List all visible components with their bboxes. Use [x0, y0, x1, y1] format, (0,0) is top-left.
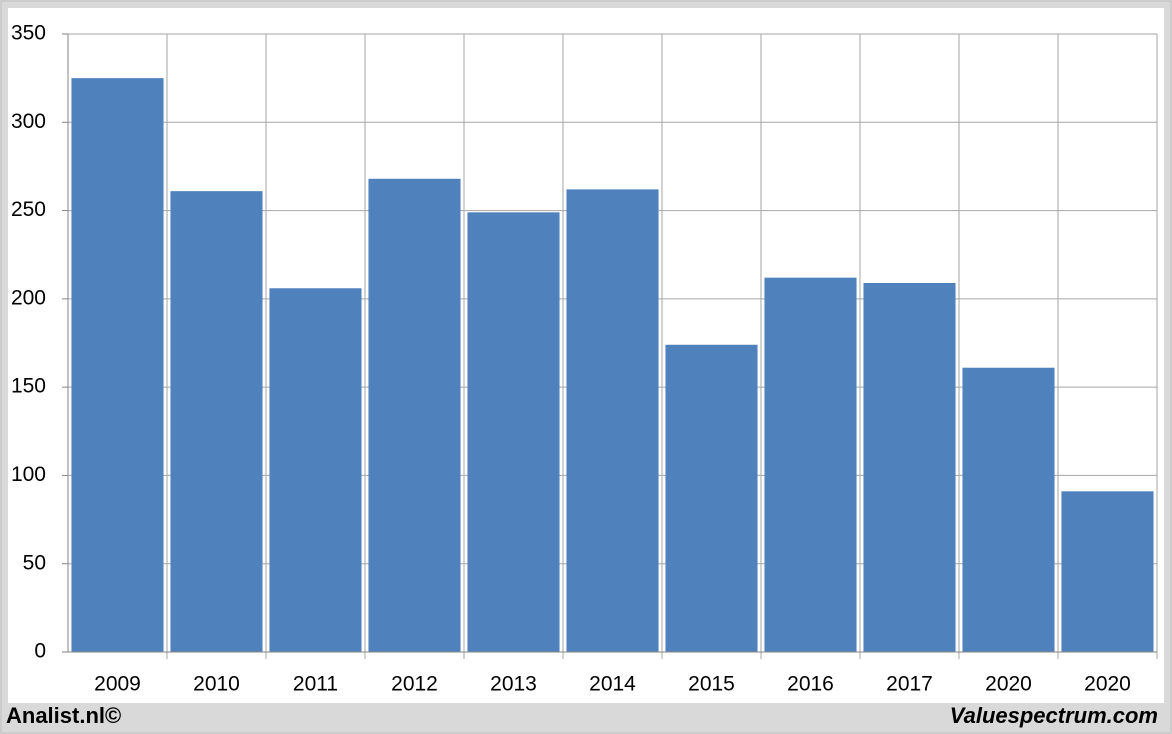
bar	[566, 189, 659, 652]
x-tick-label: 2017	[886, 673, 933, 696]
x-tick-label: 2009	[94, 673, 141, 696]
bar	[863, 282, 956, 652]
bar	[269, 288, 362, 652]
footer-right: Valuespectrum.com	[950, 703, 1158, 728]
y-tick-label: 0	[34, 640, 46, 663]
x-tick-label: 2014	[589, 673, 636, 696]
x-tick-label: 2013	[490, 673, 537, 696]
bar	[71, 78, 164, 652]
y-tick-label: 50	[23, 551, 46, 574]
x-tick-label: 2015	[688, 673, 735, 696]
x-tick-label: 2016	[787, 673, 834, 696]
bar	[170, 191, 263, 653]
bar	[368, 178, 461, 652]
y-tick-label: 350	[11, 22, 46, 45]
x-tick-label: 2011	[293, 673, 338, 696]
x-tick-label: 2020	[1084, 673, 1131, 696]
bar	[962, 367, 1055, 652]
y-tick-label: 250	[11, 198, 46, 221]
x-tick-label: 2012	[391, 673, 438, 696]
x-tick-label: 2020	[985, 673, 1032, 696]
bar	[764, 277, 857, 652]
y-tick-label: 300	[11, 110, 46, 133]
x-tick-label: 2010	[193, 673, 240, 696]
bar	[665, 344, 758, 652]
bar	[1061, 491, 1154, 652]
y-tick-label: 150	[11, 375, 46, 398]
y-tick-label: 100	[11, 463, 46, 486]
footer-left: Analist.nl©	[6, 703, 121, 728]
y-tick-label: 200	[11, 286, 46, 309]
bar	[467, 212, 560, 652]
